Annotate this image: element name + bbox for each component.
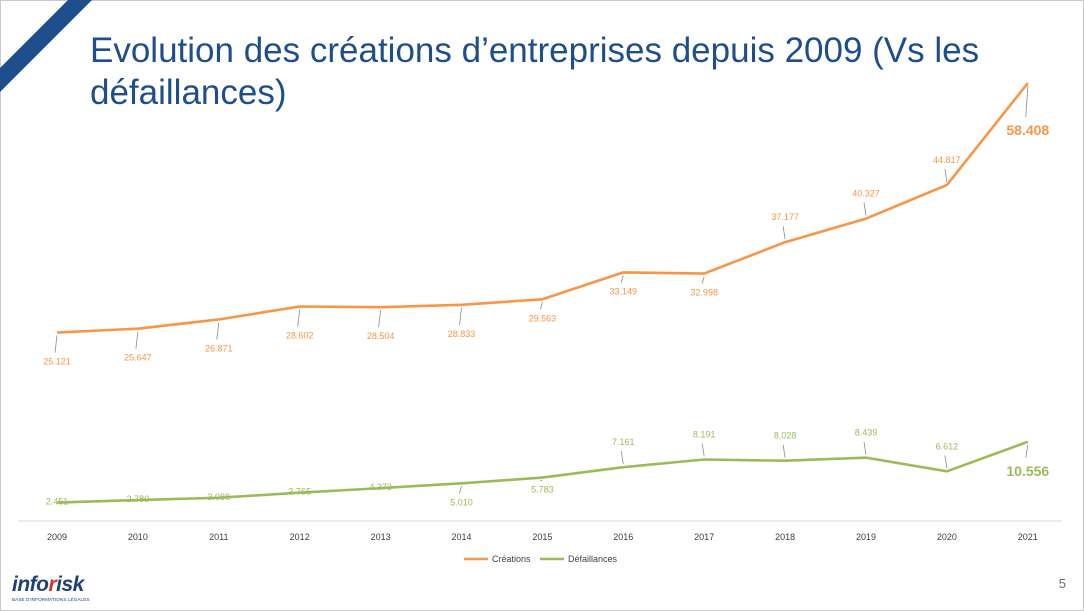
leader-line	[297, 309, 301, 327]
data-label: 25.121	[43, 357, 71, 367]
x-tick-label: 2013	[371, 532, 391, 542]
data-label: 8.191	[693, 430, 716, 440]
data-label: 5.783	[531, 485, 554, 495]
series-line-creations	[56, 82, 1029, 334]
logo-word: inforisk	[12, 573, 84, 596]
leader-line	[863, 441, 867, 455]
x-tick-label: 2016	[613, 532, 633, 542]
data-label: 26.871	[205, 343, 233, 353]
leader-line	[216, 322, 220, 340]
leader-line	[782, 226, 786, 240]
data-label: 37.177	[771, 212, 799, 222]
x-tick-label: 2017	[694, 532, 714, 542]
leader-line	[944, 455, 948, 469]
data-label: 44.817	[933, 155, 961, 165]
leader-line	[459, 307, 462, 325]
leader-line	[1025, 444, 1029, 458]
inforisk-logo: inforisk BASE D'INFORMATIONS LÉGALES	[12, 574, 92, 606]
x-tick-label: 2012	[290, 532, 310, 542]
leader-line	[863, 202, 867, 216]
data-label: 2.451	[46, 497, 69, 507]
legend-label: Défaillances	[568, 554, 618, 564]
x-tick-label: 2020	[937, 532, 957, 542]
x-tick-label: 2011	[209, 532, 228, 542]
leader-line	[135, 331, 139, 349]
leader-line	[782, 444, 786, 458]
leader-line	[459, 486, 462, 494]
data-label: 10.556	[1006, 463, 1049, 479]
slide-title: Evolution des créations d’entreprises de…	[90, 31, 980, 112]
data-label: 8.028	[774, 431, 797, 441]
data-label: 28.504	[367, 331, 395, 341]
x-tick-label: 2015	[532, 532, 552, 542]
leader-line	[540, 302, 543, 310]
data-label: 8.439	[855, 428, 878, 438]
logo-tagline: BASE D'INFORMATIONS LÉGALES	[12, 597, 90, 602]
leader-line	[701, 443, 705, 457]
data-label: 6.612	[936, 441, 959, 451]
data-label: 4.373	[369, 482, 392, 492]
ribbon-shape: CRÉATIONS 21	[0, 0, 92, 92]
data-label: 25.647	[124, 353, 152, 363]
data-label: 32.998	[690, 288, 718, 298]
leader-line	[620, 275, 624, 283]
series-line-defaillances	[56, 440, 1029, 504]
leader-line	[620, 451, 624, 465]
data-label: 3.765	[288, 487, 311, 497]
data-label: 5.010	[450, 497, 473, 507]
data-label: 58.408	[1006, 122, 1049, 138]
leader-line	[54, 335, 58, 353]
leader-line	[1025, 86, 1029, 118]
x-tick-label: 2009	[47, 532, 67, 542]
data-label: 28.602	[286, 330, 314, 340]
data-label: 28.833	[448, 329, 476, 339]
x-tick-label: 2019	[856, 532, 876, 542]
leader-line	[701, 276, 705, 284]
x-tick-label: 2010	[128, 532, 148, 542]
data-label: 7.161	[612, 437, 635, 447]
data-label: 2.780	[127, 494, 150, 504]
x-tick-label: 2014	[451, 532, 471, 542]
data-label: 3.088	[208, 492, 231, 502]
x-tick-label: 2021	[1018, 532, 1038, 542]
leader-line	[378, 310, 381, 328]
leader-line	[944, 168, 948, 183]
page-number: 5	[1058, 576, 1066, 591]
data-label: 33.149	[610, 286, 638, 296]
corner-ribbon: CRÉATIONS 21	[0, 0, 92, 92]
x-tick-label: 2018	[775, 532, 795, 542]
legend-label: Créations	[492, 554, 531, 564]
data-label: 40.327	[852, 189, 880, 199]
data-label: 29.563	[529, 313, 557, 323]
